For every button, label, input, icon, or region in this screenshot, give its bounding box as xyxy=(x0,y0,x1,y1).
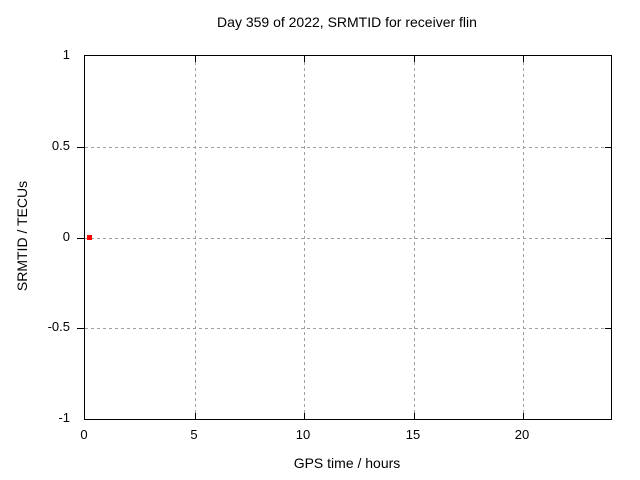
x-tick-mark-bottom xyxy=(523,413,524,419)
chart-title: Day 359 of 2022, SRMTID for receiver fli… xyxy=(217,14,477,30)
y-tick-mark-left xyxy=(77,147,84,148)
y-tick-mark-right xyxy=(605,328,611,329)
x-tick-label: 5 xyxy=(190,427,198,442)
plot-area xyxy=(77,55,612,420)
x-axis-label: GPS time / hours xyxy=(293,455,401,471)
x-tick-mark-top xyxy=(523,56,524,62)
gridline-horizontal xyxy=(85,328,611,329)
x-tick-mark-top xyxy=(195,56,196,62)
gridline-vertical xyxy=(523,56,524,419)
gridline-horizontal xyxy=(85,238,611,239)
y-tick-mark-right xyxy=(605,238,611,239)
gridline-vertical xyxy=(414,56,415,419)
x-tick-label: 0 xyxy=(80,427,88,442)
gridline-vertical xyxy=(195,56,196,419)
x-tick-mark-top xyxy=(414,56,415,62)
y-tick-label: 1 xyxy=(62,47,70,62)
x-tick-mark-top xyxy=(304,56,305,62)
y-tick-mark-left xyxy=(77,328,84,329)
y-tick-label: 0 xyxy=(62,229,70,244)
x-tick-label: 10 xyxy=(295,427,311,442)
x-tick-mark-bottom xyxy=(195,413,196,419)
y-tick-label: 0.5 xyxy=(51,138,70,153)
y-tick-label: -0.5 xyxy=(47,319,70,334)
gridline-horizontal xyxy=(85,147,611,148)
x-tick-mark-bottom xyxy=(304,413,305,419)
y-tick-label: -1 xyxy=(58,410,70,425)
y-tick-mark-right xyxy=(605,147,611,148)
y-tick-mark-left xyxy=(77,238,84,239)
x-tick-label: 15 xyxy=(405,427,421,442)
x-tick-label: 20 xyxy=(514,427,530,442)
data-point-marker xyxy=(87,235,92,240)
gridline-vertical xyxy=(304,56,305,419)
x-tick-mark-bottom xyxy=(414,413,415,419)
